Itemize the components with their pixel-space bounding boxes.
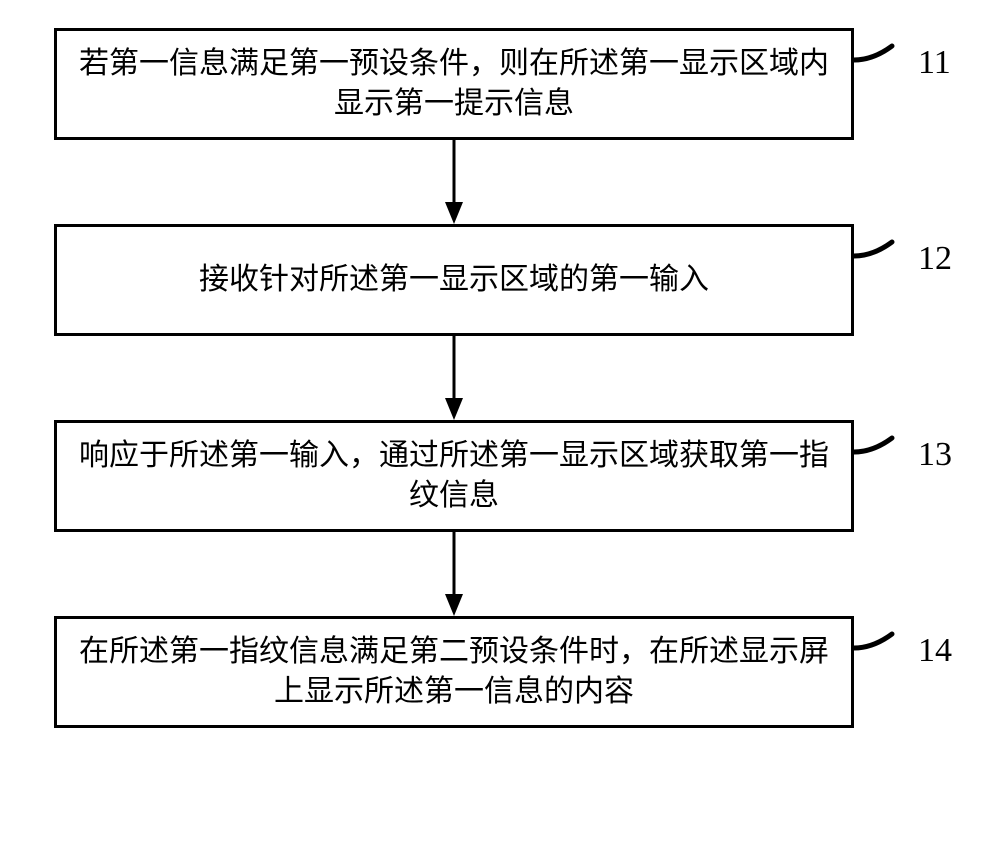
step-4-label: 14 bbox=[918, 632, 952, 670]
step-1-label: 11 bbox=[918, 44, 951, 82]
step-2-label: 12 bbox=[918, 240, 952, 278]
step-1-box: 若第一信息满足第一预设条件，则在所述第一显示区域内显示第一提示信息 bbox=[54, 28, 854, 140]
step-3-box: 响应于所述第一输入，通过所述第一显示区域获取第一指纹信息 bbox=[54, 420, 854, 532]
step-4-box: 在所述第一指纹信息满足第二预设条件时，在所述显示屏上显示所述第一信息的内容 bbox=[54, 616, 854, 728]
step-2-text: 接收针对所述第一显示区域的第一输入 bbox=[199, 260, 709, 301]
step-3-label: 13 bbox=[918, 436, 952, 474]
step-2-box: 接收针对所述第一显示区域的第一输入 bbox=[54, 224, 854, 336]
step-3-text: 响应于所述第一输入，通过所述第一显示区域获取第一指纹信息 bbox=[77, 436, 831, 517]
step-1-text: 若第一信息满足第一预设条件，则在所述第一显示区域内显示第一提示信息 bbox=[77, 44, 831, 125]
step-4-text: 在所述第一指纹信息满足第二预设条件时，在所述显示屏上显示所述第一信息的内容 bbox=[77, 632, 831, 713]
flowchart-canvas: 若第一信息满足第一预设条件，则在所述第一显示区域内显示第一提示信息 接收针对所述… bbox=[0, 0, 1000, 850]
